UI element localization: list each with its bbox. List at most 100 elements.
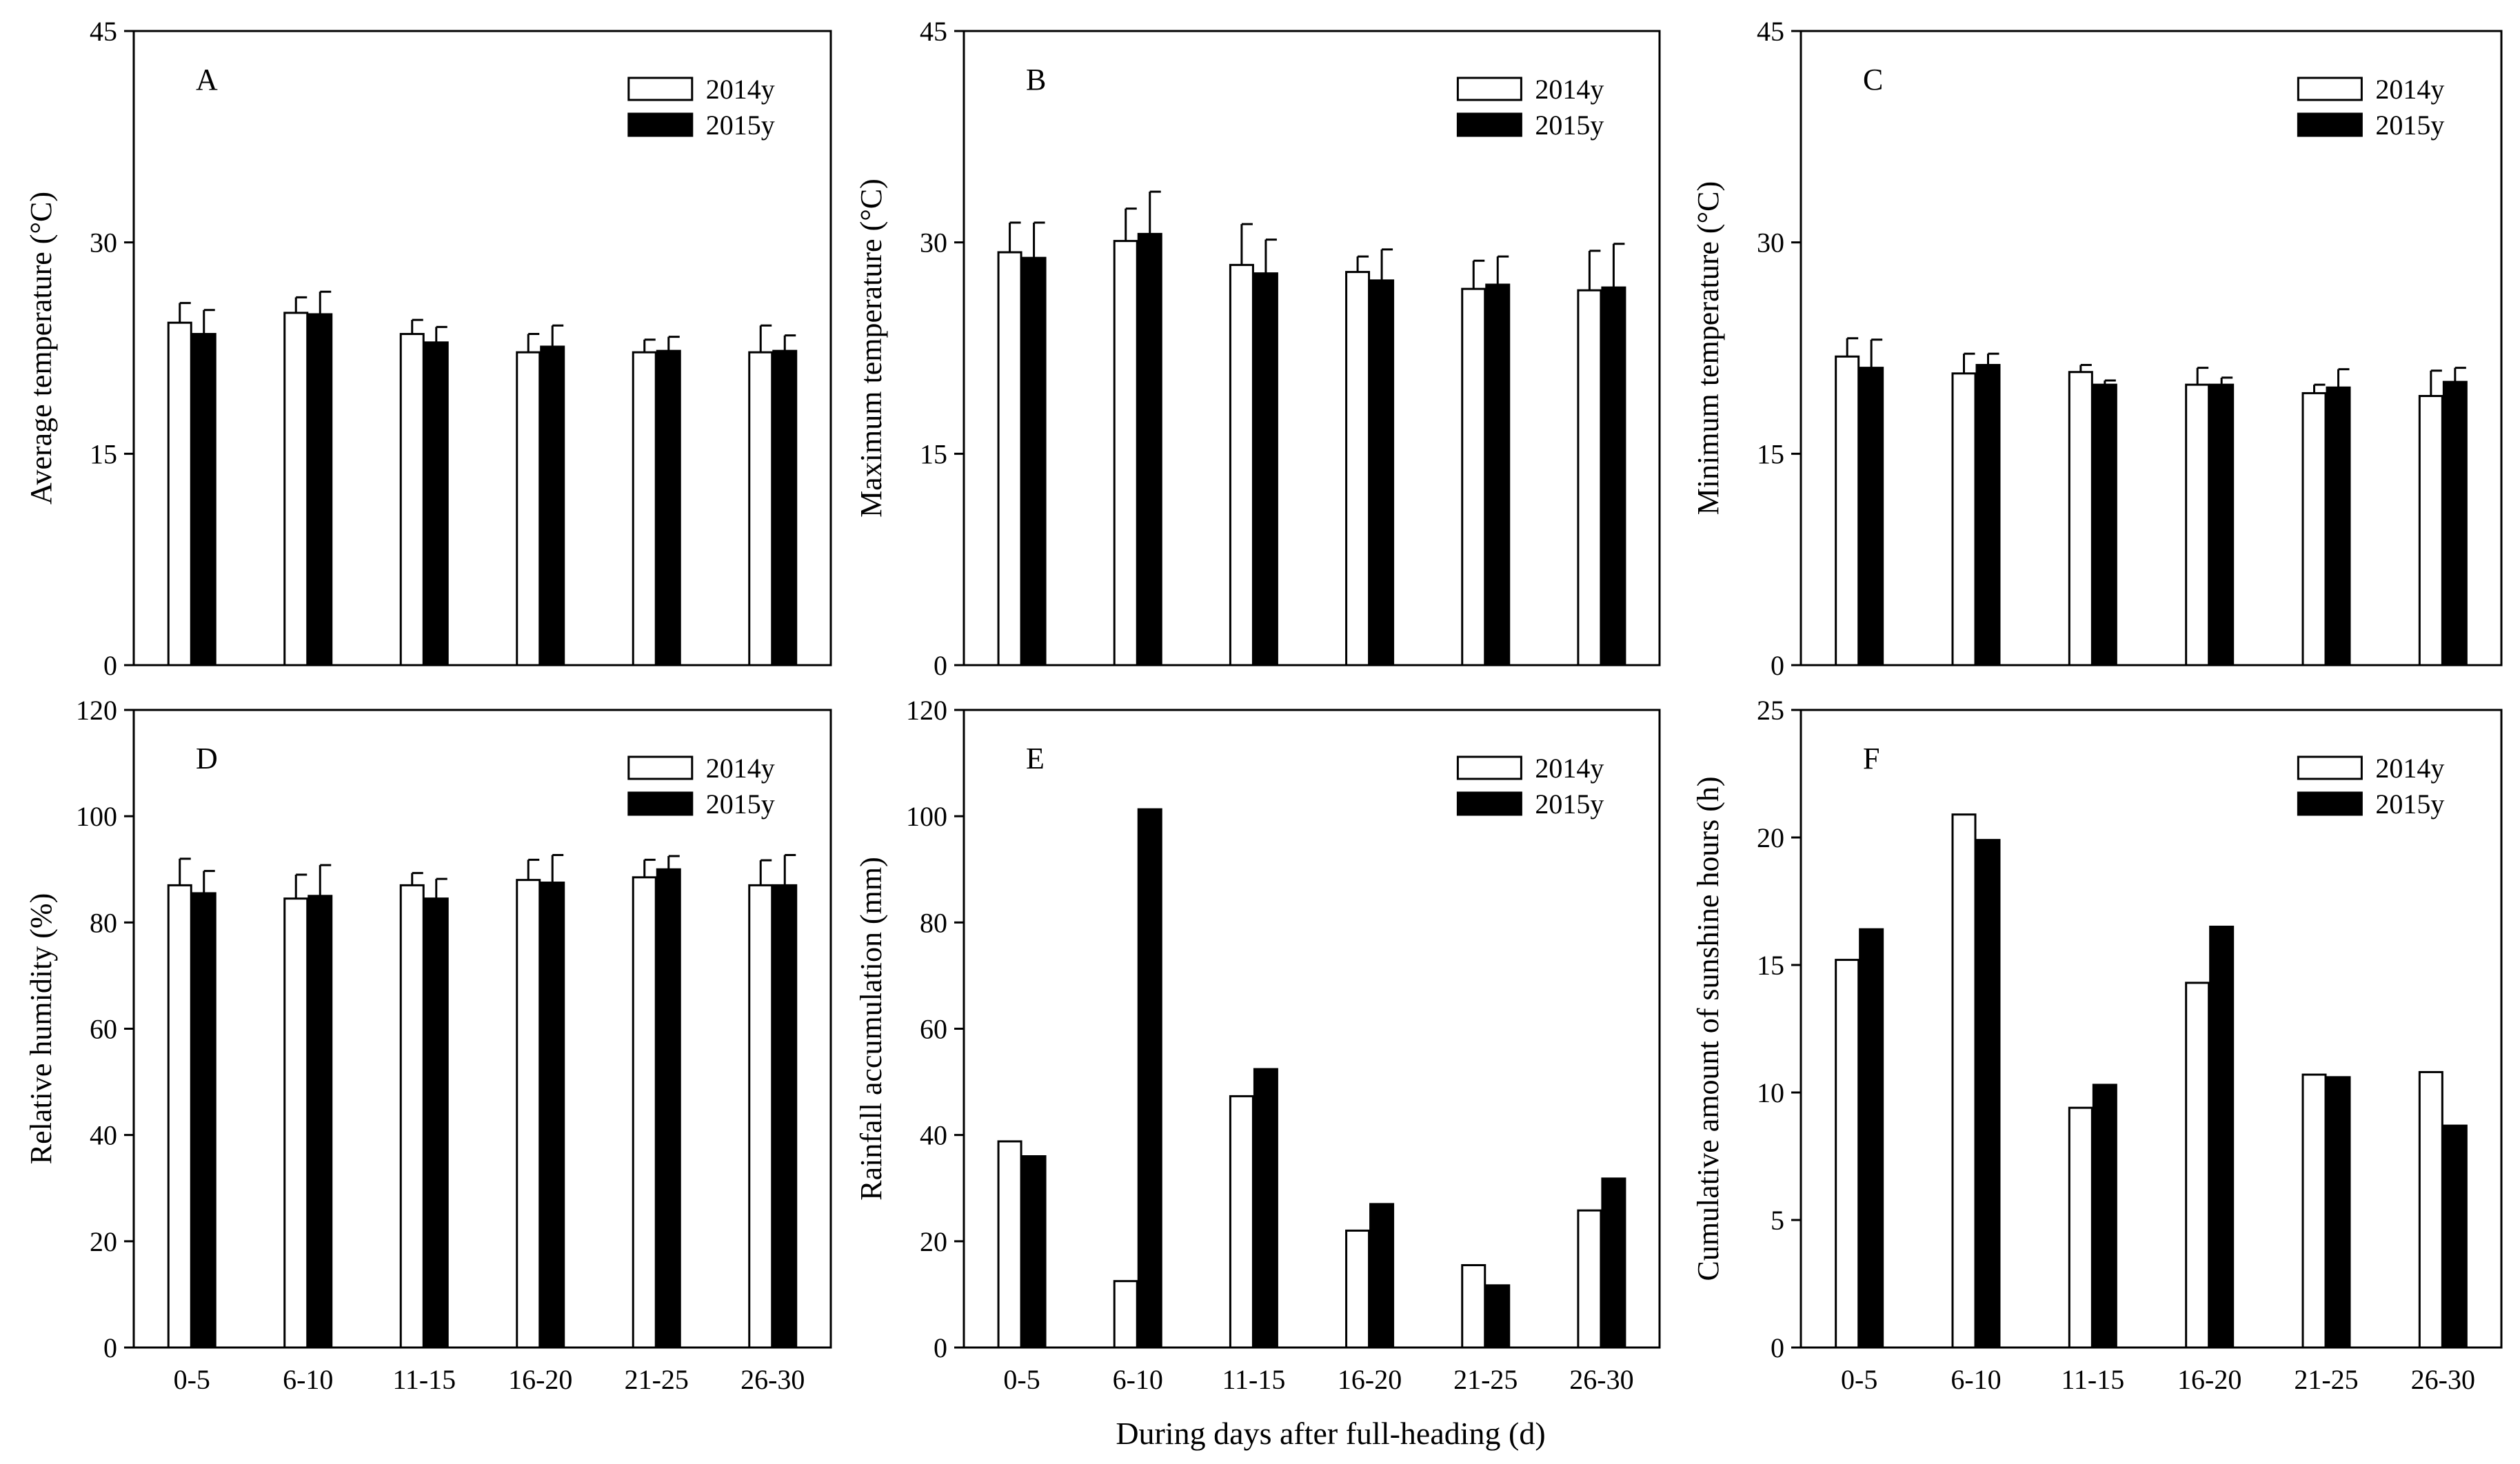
bar-2015-11-15 bbox=[423, 897, 449, 1349]
x-tick-label-26-30: 26-30 bbox=[1569, 1364, 1633, 1395]
chart-panel-a: 0 15 30 45 Average temperature (°C) A 2014y 201… bbox=[24, 16, 832, 681]
bar-2014-6-10 bbox=[1113, 1280, 1138, 1349]
y-tick-label: 20 bbox=[1757, 822, 1784, 853]
chart-panel-f: 0-5 6-10 11-15 16-20 21-25 26-30 0 5 10 15 20 25 Cum… bbox=[1691, 695, 2503, 1395]
bar-2015-26-30 bbox=[2442, 1124, 2468, 1349]
bar-2014-21-25 bbox=[632, 876, 657, 1349]
bar-2014-6-10 bbox=[283, 897, 309, 1349]
y-tick-label: 60 bbox=[920, 1014, 947, 1045]
bar-2015-26-30 bbox=[772, 349, 798, 667]
bar-2015-6-10 bbox=[308, 895, 333, 1349]
bar-2015-0-5 bbox=[191, 892, 216, 1349]
x-tick-label-0-5: 0-5 bbox=[174, 1364, 210, 1395]
bar-2015-6-10 bbox=[1137, 232, 1162, 667]
legend-label-2015: 2015y bbox=[2375, 110, 2444, 141]
bar-2015-11-15 bbox=[423, 341, 449, 667]
bar-2015-26-30 bbox=[2442, 380, 2468, 667]
bar-2014-6-10 bbox=[1113, 240, 1138, 667]
bar-2014-16-20 bbox=[2185, 383, 2210, 667]
y-axis-title: Cumulative amount of sunshine hours (h) bbox=[1691, 776, 1725, 1281]
legend-label-2015: 2015y bbox=[1535, 789, 1604, 820]
panel-letter: A bbox=[196, 63, 218, 96]
y-tick-label: 30 bbox=[1757, 227, 1784, 258]
y-tick-label: 20 bbox=[90, 1226, 117, 1257]
y-axis-title: Rainfall accumulation (mm) bbox=[854, 857, 888, 1201]
legend-swatch-2015 bbox=[627, 791, 694, 816]
x-tick-label-26-30: 26-30 bbox=[740, 1364, 805, 1395]
y-tick-label: 10 bbox=[1757, 1077, 1784, 1108]
y-tick-label: 120 bbox=[906, 695, 947, 726]
legend-label-2014: 2014y bbox=[706, 74, 775, 105]
legend-swatch-2015 bbox=[2297, 791, 2363, 816]
panel-letter: D bbox=[196, 742, 218, 775]
bar-2015-11-15 bbox=[1253, 272, 1278, 667]
bar-2015-26-30 bbox=[772, 884, 798, 1349]
x-tick-label-0-5: 0-5 bbox=[1841, 1364, 1877, 1395]
y-tick-label: 0 bbox=[1771, 650, 1784, 681]
legend-swatch-2015 bbox=[627, 112, 694, 137]
y-tick-label: 80 bbox=[920, 907, 947, 938]
legend-label-2015: 2015y bbox=[706, 110, 775, 141]
y-tick-label: 0 bbox=[934, 1332, 947, 1363]
legend-label-2014: 2014y bbox=[2375, 74, 2444, 105]
bar-2014-21-25 bbox=[1461, 287, 1486, 667]
bar-2014-21-25 bbox=[2301, 392, 2327, 667]
x-tick-label-6-10: 6-10 bbox=[1951, 1364, 2001, 1395]
bar-2015-6-10 bbox=[308, 313, 333, 667]
bar-2014-26-30 bbox=[748, 351, 774, 667]
x-tick-label-11-15: 11-15 bbox=[1222, 1364, 1285, 1395]
bar-2015-26-30 bbox=[1601, 286, 1626, 667]
y-tick-label: 45 bbox=[1757, 16, 1784, 47]
bar-2014-6-10 bbox=[283, 312, 309, 667]
y-tick-label: 100 bbox=[76, 801, 117, 832]
y-tick-label: 15 bbox=[1757, 950, 1784, 981]
legend-swatch-2015 bbox=[2297, 112, 2363, 137]
bar-2015-16-20 bbox=[2209, 926, 2235, 1349]
legend-swatch-2014 bbox=[2297, 77, 2363, 101]
legend-label-2014: 2014y bbox=[706, 753, 775, 784]
y-tick-label: 0 bbox=[103, 650, 117, 681]
y-tick-label: 30 bbox=[90, 227, 117, 258]
x-axis-title: During days after full-heading (d) bbox=[1116, 1416, 1545, 1451]
bar-2015-26-30 bbox=[1601, 1177, 1626, 1349]
bar-2015-21-25 bbox=[2326, 386, 2351, 667]
y-tick-label: 15 bbox=[90, 438, 117, 469]
panel-letter: F bbox=[1863, 742, 1879, 775]
y-tick-label: 30 bbox=[920, 227, 947, 258]
y-tick-label: 40 bbox=[920, 1120, 947, 1151]
bar-2015-21-25 bbox=[656, 868, 681, 1349]
bar-2014-16-20 bbox=[1345, 1229, 1371, 1349]
y-tick-label: 40 bbox=[90, 1120, 117, 1151]
bar-2014-11-15 bbox=[1229, 263, 1254, 667]
x-tick-label-21-25: 21-25 bbox=[2294, 1364, 2358, 1395]
legend-swatch-2014 bbox=[2297, 755, 2363, 780]
bar-2014-21-25 bbox=[2301, 1073, 2327, 1349]
bar-2014-21-25 bbox=[632, 351, 657, 667]
legend-swatch-2015 bbox=[1456, 112, 1522, 137]
bar-2014-0-5 bbox=[997, 251, 1022, 667]
bar-2015-21-25 bbox=[1485, 1284, 1511, 1349]
y-axis-title: Minimum temperature (°C) bbox=[1691, 181, 1725, 515]
x-tick-label-26-30: 26-30 bbox=[2411, 1364, 2475, 1395]
bar-2014-0-5 bbox=[1835, 959, 1860, 1349]
y-tick-label: 15 bbox=[920, 438, 947, 469]
bar-2014-6-10 bbox=[1951, 813, 1977, 1349]
y-tick-label: 0 bbox=[934, 650, 947, 681]
panel-letter: B bbox=[1026, 63, 1046, 96]
bar-2014-16-20 bbox=[1345, 271, 1371, 667]
panel-letter: C bbox=[1863, 63, 1883, 96]
legend-label-2015: 2015y bbox=[706, 789, 775, 820]
bar-2015-6-10 bbox=[1975, 839, 2001, 1349]
plot-frame bbox=[1800, 709, 2503, 1349]
x-tick-label-16-20: 16-20 bbox=[508, 1364, 572, 1395]
x-tick-label-16-20: 16-20 bbox=[1338, 1364, 1402, 1395]
bar-2014-6-10 bbox=[1951, 372, 1977, 667]
plot-frame bbox=[132, 30, 832, 667]
x-tick-label-21-25: 21-25 bbox=[625, 1364, 689, 1395]
bar-2015-16-20 bbox=[540, 345, 565, 667]
plot-frame bbox=[1800, 30, 2503, 667]
bar-2014-21-25 bbox=[1461, 1264, 1486, 1349]
y-tick-label: 120 bbox=[76, 695, 117, 726]
legend-label-2015: 2015y bbox=[2375, 789, 2444, 820]
